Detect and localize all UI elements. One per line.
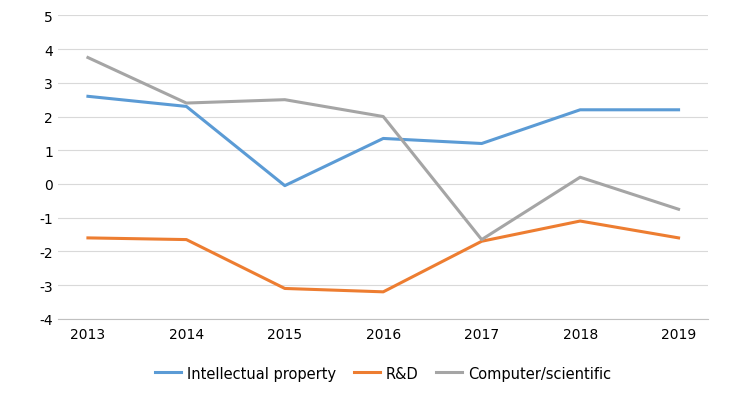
Computer/scientific [379,115,388,120]
Computer/scientific [280,98,289,103]
R&D [182,238,191,243]
Computer/scientific [477,238,486,243]
R&D [280,286,289,291]
Computer/scientific [83,56,92,61]
Intellectual property [83,94,92,99]
Computer/scientific [576,175,585,180]
Intellectual property [280,184,289,189]
R&D [83,236,92,241]
Line: R&D: R&D [88,222,679,292]
R&D [379,290,388,294]
R&D [675,236,683,241]
Intellectual property [379,137,388,142]
Intellectual property [182,105,191,110]
Line: Intellectual property: Intellectual property [88,97,679,186]
Intellectual property [675,108,683,113]
Computer/scientific [182,101,191,106]
Legend: Intellectual property, R&D, Computer/scientific: Intellectual property, R&D, Computer/sci… [155,366,612,381]
R&D [477,239,486,244]
Intellectual property [576,108,585,113]
Line: Computer/scientific: Computer/scientific [88,58,679,240]
Intellectual property [477,142,486,146]
R&D [576,219,585,224]
Computer/scientific [675,207,683,212]
